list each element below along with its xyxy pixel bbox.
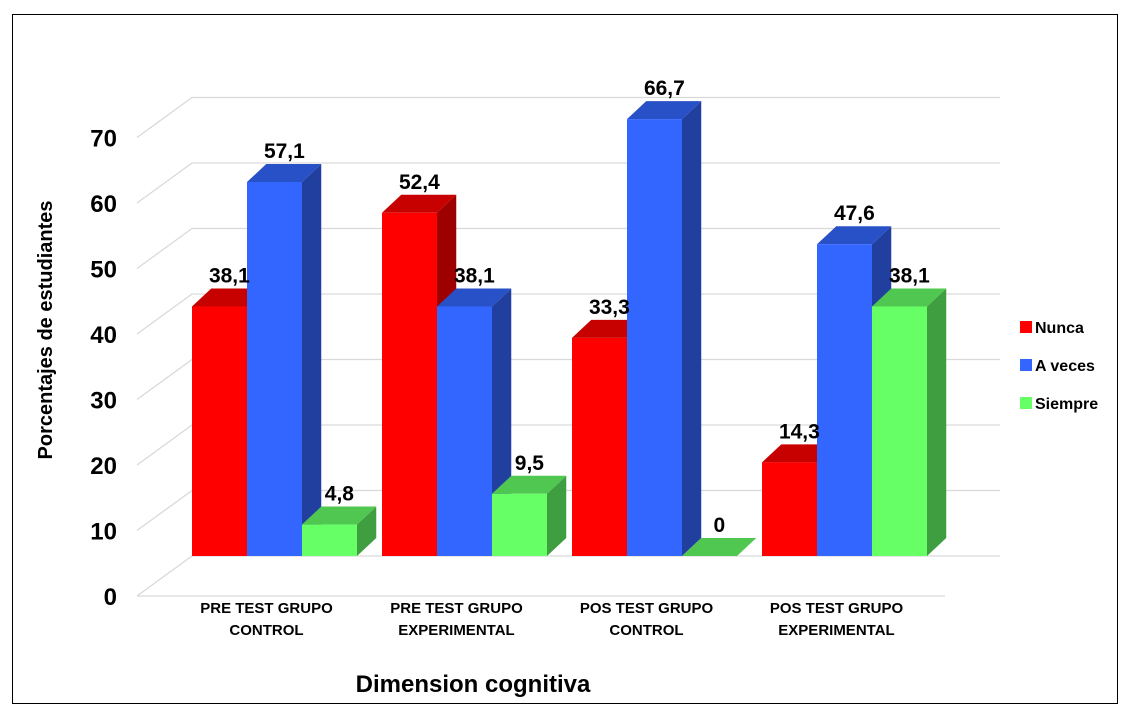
bar-front <box>627 119 682 557</box>
data-label: 0 <box>714 514 726 537</box>
x-tick-label-line: CONTROL <box>609 622 683 639</box>
bar-front <box>762 462 817 556</box>
y-tick-label: 0 <box>104 584 117 611</box>
data-label: 33,3 <box>589 296 630 319</box>
gridline <box>136 162 1000 204</box>
data-label: 9,5 <box>515 452 545 475</box>
y-tick-label: 10 <box>90 519 117 546</box>
x-tick-label-line: POS TEST GRUPO <box>770 600 904 617</box>
data-label: 38,1 <box>209 264 250 287</box>
legend-label: A veces <box>1035 358 1095 375</box>
legend-label: Siempre <box>1035 396 1098 413</box>
bar-siempre <box>682 538 757 556</box>
bar-a-veces <box>247 163 322 556</box>
x-tick-label: PRE TEST GRUPO CONTROL <box>200 600 333 639</box>
bar-siempre <box>302 506 377 556</box>
x-tick-label-line: CONTROL <box>229 622 303 639</box>
legend-swatch <box>1020 397 1032 409</box>
data-label: 14,3 <box>779 420 820 443</box>
bar-siempre <box>872 288 947 556</box>
gridline <box>136 293 1000 335</box>
y-axis-title: Porcentajes de estudiantes <box>35 201 57 460</box>
data-label: 57,1 <box>264 140 305 163</box>
y-tick-label: 70 <box>90 126 117 153</box>
y-tick-labels: 0 10 20 30 40 50 60 70 <box>90 126 117 612</box>
legend: Nunca A veces Siempre <box>1020 320 1098 413</box>
x-tick-label-line: PRE TEST GRUPO <box>200 600 333 617</box>
bar-side <box>927 288 947 556</box>
bar-front <box>572 337 627 556</box>
data-label: 4,8 <box>325 483 355 506</box>
legend-label: Nunca <box>1035 320 1084 337</box>
y-tick-label: 30 <box>90 388 117 415</box>
data-labels: 38,1 57,1 4,8 52,4 38,1 9,5 33,3 66,7 0 14,3 47,6 3… <box>209 77 930 537</box>
data-label: 66,7 <box>644 77 685 100</box>
bar-front <box>437 306 492 556</box>
data-label: 52,4 <box>399 171 440 194</box>
bar-front <box>247 181 302 556</box>
bar-top <box>492 475 567 494</box>
data-label: 38,1 <box>454 264 495 287</box>
bar-top <box>872 288 947 307</box>
x-tick-label-line: POS TEST GRUPO <box>580 600 714 617</box>
data-label: 38,1 <box>889 264 930 287</box>
y-tick-label: 50 <box>90 257 117 284</box>
x-tick-label: POS TEST GRUPO CONTROL <box>580 600 714 639</box>
y-tick-label: 60 <box>90 191 117 218</box>
x-tick-label-line: EXPERIMENTAL <box>398 622 514 639</box>
bar-top <box>302 506 377 525</box>
bars <box>192 101 947 557</box>
x-tick-label: POS TEST GRUPO EXPERIMENTAL <box>770 600 904 639</box>
bar-front <box>302 524 357 556</box>
bar-side <box>682 101 702 557</box>
gridline <box>136 555 1000 597</box>
x-tick-label: PRE TEST GRUPO EXPERIMENTAL <box>390 600 523 639</box>
gridline <box>136 96 1000 139</box>
bar-front <box>817 244 872 556</box>
bar-top <box>437 288 512 307</box>
bar-side <box>302 163 322 556</box>
x-tick-label-line: EXPERIMENTAL <box>778 622 894 639</box>
bar-side <box>547 475 567 556</box>
bar-siempre <box>492 475 567 556</box>
x-axis-title: Dimension cognitiva <box>356 671 591 698</box>
y-tick-label: 40 <box>90 322 117 349</box>
gridline <box>136 227 1000 270</box>
bar-a-veces <box>627 101 702 557</box>
bar-top <box>627 101 702 120</box>
bar-front <box>192 306 247 556</box>
x-tick-label-line: PRE TEST GRUPO <box>390 600 523 617</box>
bar-top <box>382 194 457 213</box>
bar-front <box>872 306 927 556</box>
data-label: 47,6 <box>834 202 875 225</box>
bar-front <box>492 493 547 556</box>
bar-front <box>382 212 437 556</box>
bar-top <box>247 163 322 182</box>
bar-top <box>682 538 757 556</box>
legend-swatch <box>1020 321 1032 333</box>
legend-swatch <box>1020 359 1032 371</box>
y-tick-label: 20 <box>90 453 117 480</box>
bar-side <box>357 506 377 556</box>
bar-top <box>817 226 892 245</box>
